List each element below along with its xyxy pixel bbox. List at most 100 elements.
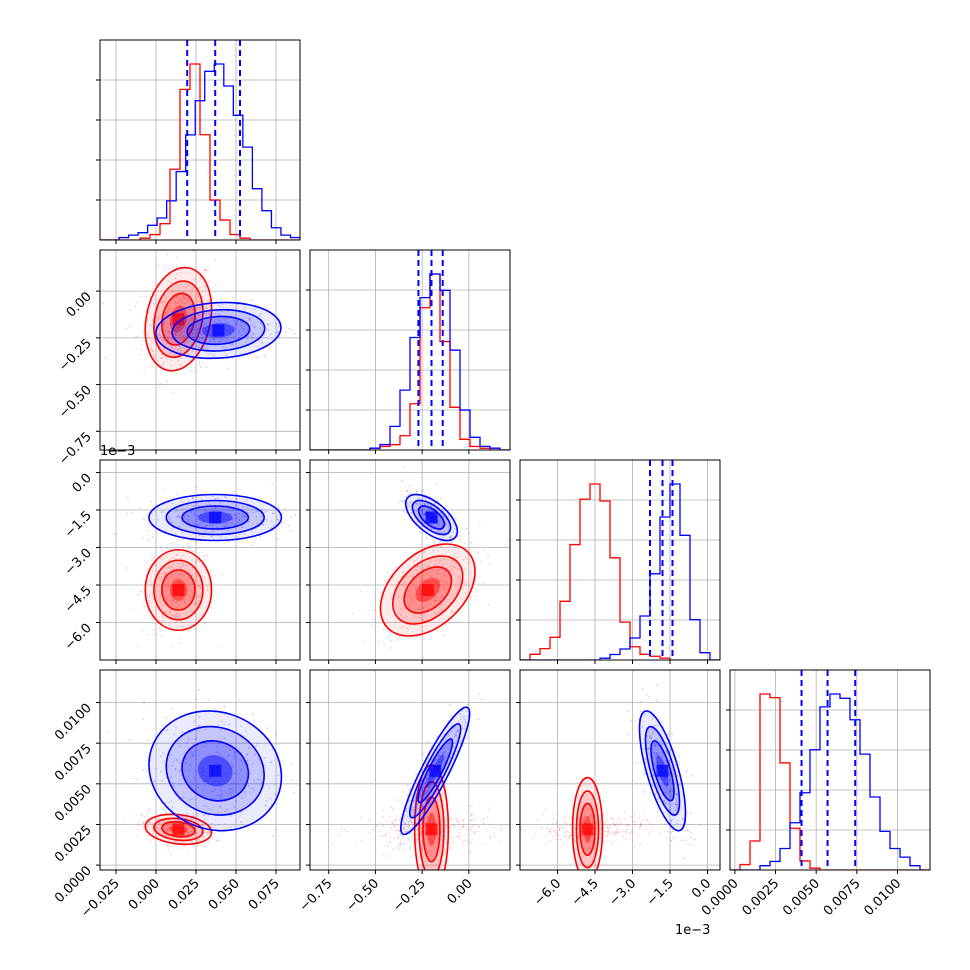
sample-point [253,308,256,311]
sample-point [220,574,223,577]
sample-point [158,576,161,578]
density-core [431,511,438,518]
sample-point [175,331,178,334]
sample-point [228,335,231,338]
sample-point [166,577,169,580]
sample-point [138,507,141,510]
sample-point [670,819,673,822]
density-core [172,823,179,830]
sample-point [251,544,254,547]
sample-point [196,293,199,296]
sample-point [148,807,151,810]
sample-point [266,323,269,326]
sample-point [188,833,191,835]
sample-point [187,832,190,835]
sample-point [654,744,657,747]
sample-point [191,754,194,757]
sample-point [197,515,200,517]
sample-point [426,582,429,585]
sample-point [261,771,264,774]
sample-point [437,781,440,783]
sample-point [645,757,647,760]
sample-point [198,715,200,718]
sample-point [612,832,615,835]
sample-point [500,824,502,827]
sample-point [643,790,645,793]
sample-point [243,307,246,309]
density-blue [398,466,479,561]
sample-point [635,761,638,764]
sample-point [670,794,673,797]
density-core [172,313,179,320]
sample-point [413,560,416,562]
density-core [172,590,179,596]
sample-point [162,339,165,341]
sample-point [180,566,182,569]
sample-point [422,489,424,491]
sample-point [239,533,241,535]
sample-point [227,321,230,323]
sample-point [410,835,413,838]
density-core [178,823,185,830]
sample-point [155,767,158,770]
sample-point [259,497,262,500]
sample-point [165,812,168,814]
sample-point [426,821,429,824]
sample-point [415,827,418,830]
sample-point [675,797,678,800]
sample-point [209,523,211,526]
sample-point [492,826,494,829]
sample-point [471,814,473,816]
sample-point [173,840,176,843]
sample-point [167,828,170,831]
sample-point [176,294,179,297]
sample-point [137,593,140,596]
sample-point [156,827,159,830]
sample-point [183,330,186,333]
sample-point [681,817,684,819]
sample-point [460,801,463,804]
sample-point [442,751,444,754]
sample-point [456,556,459,559]
sample-point [184,287,187,289]
sample-point [462,824,465,827]
sample-point [423,550,426,553]
sample-point [188,769,190,771]
sample-point [200,306,203,309]
sample-point [663,801,666,803]
sample-point [434,502,437,505]
sample-point [168,585,171,588]
sample-point [166,823,169,826]
sample-point [265,518,268,521]
sample-point [195,798,198,801]
sample-point [229,512,232,515]
sample-point [432,782,434,785]
density-core [215,764,222,771]
sample-point [445,722,448,724]
sample-point [454,565,457,568]
sample-point [468,549,471,552]
sample-point [179,364,181,366]
sample-point [181,598,184,601]
sample-point [442,634,445,637]
sample-point [170,822,173,825]
sample-point [256,356,258,359]
sample-point [633,823,636,826]
sample-point [166,331,169,334]
sample-point [442,536,445,539]
sample-point [424,565,427,567]
sample-point [426,816,429,819]
sample-point [346,830,349,833]
sample-point [179,566,182,569]
sample-point [181,523,184,526]
sample-point [185,829,188,832]
sample-point [169,323,172,326]
sample-point [643,747,645,750]
panel-3-1 [306,669,511,874]
sample-point [403,822,406,825]
sample-point [422,508,424,511]
sample-point [405,808,408,811]
sample-point [174,333,177,335]
sample-point [430,850,433,853]
sample-point [172,600,175,603]
